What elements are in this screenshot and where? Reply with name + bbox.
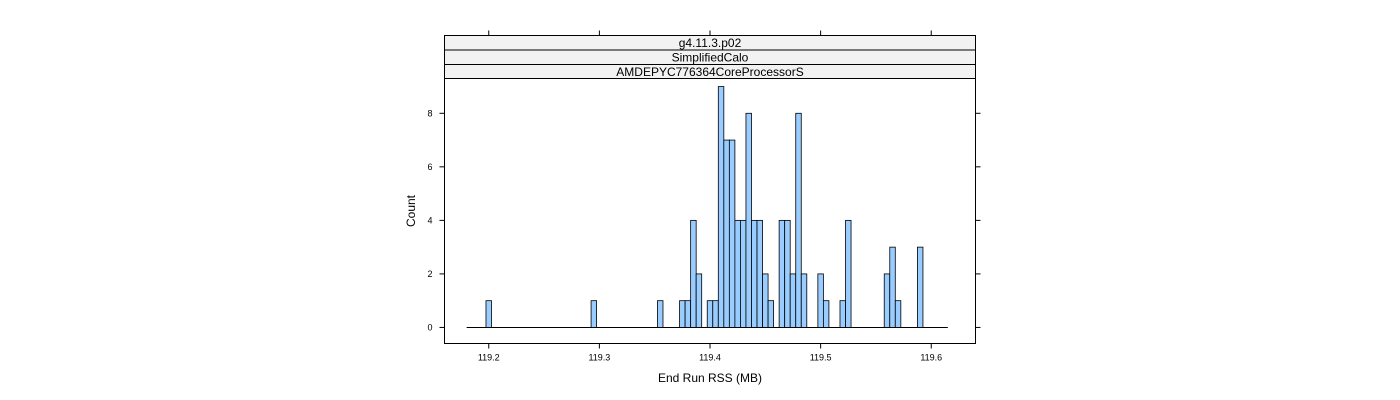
y-tick-label: 2	[427, 269, 432, 279]
histogram-bar	[767, 300, 775, 328]
x-tick-label: 119.2	[478, 353, 500, 363]
histogram-bar	[917, 246, 924, 328]
y-tick-label: 0	[427, 322, 432, 332]
histogram-bar	[751, 219, 758, 328]
histogram-bar	[485, 300, 492, 328]
strip-panel: g4.11.3.p02 SimplifiedCalo AMDEPYC776364…	[444, 35, 976, 79]
y-tick-label: 8	[427, 108, 432, 118]
strip-2-label: SimplifiedCalo	[672, 51, 749, 65]
histogram-bar	[822, 300, 830, 328]
histogram-bar	[679, 300, 686, 328]
x-tick-label: 119.6	[920, 353, 942, 363]
top-axis-ticks	[488, 30, 932, 36]
strip-3-label: AMDEPYC776364CoreProcessorS	[616, 65, 803, 79]
histogram-bar	[839, 300, 846, 328]
histogram-bar	[778, 219, 786, 328]
histogram-bar	[695, 273, 703, 328]
histogram-bar	[800, 273, 808, 328]
y-tick-label: 4	[427, 215, 432, 225]
histogram-bar	[745, 112, 752, 328]
histogram-bar	[756, 219, 763, 328]
histogram-bar	[789, 273, 797, 328]
histogram-bars	[485, 86, 924, 328]
histogram-bar	[723, 139, 730, 328]
histogram-bar	[712, 300, 719, 328]
histogram-bar	[817, 273, 824, 328]
x-tick-label: 119.3	[588, 353, 610, 363]
y-axis-title: Count	[404, 194, 418, 227]
histogram-bar	[734, 219, 741, 328]
histogram-bar	[845, 219, 852, 328]
histogram-bar	[690, 219, 697, 328]
x-tick-label: 119.4	[699, 353, 721, 363]
x-tick-label: 119.5	[810, 353, 832, 363]
histogram-bar	[889, 246, 896, 328]
histogram-bar	[894, 300, 902, 328]
x-axis-title: End Run RSS (MB)	[658, 371, 762, 385]
histogram-bar	[762, 273, 769, 328]
histogram-bar	[784, 219, 791, 328]
histogram-bar	[717, 86, 725, 328]
histogram-bar	[883, 273, 891, 328]
histogram-bar	[590, 300, 598, 328]
histogram-bar	[728, 139, 736, 328]
histogram-bar	[684, 300, 692, 328]
histogram-bar	[657, 300, 664, 328]
histogram-bar	[740, 219, 747, 328]
strip-1-label: g4.11.3.p02	[679, 36, 742, 50]
histogram-bar	[795, 112, 802, 328]
x-axis: 119.2 119.3 119.4 119.5 119.6	[478, 343, 942, 363]
y-axis: 0 2 4 6 8	[427, 108, 981, 332]
y-tick-label: 6	[427, 162, 432, 172]
histogram-bar	[706, 300, 714, 328]
